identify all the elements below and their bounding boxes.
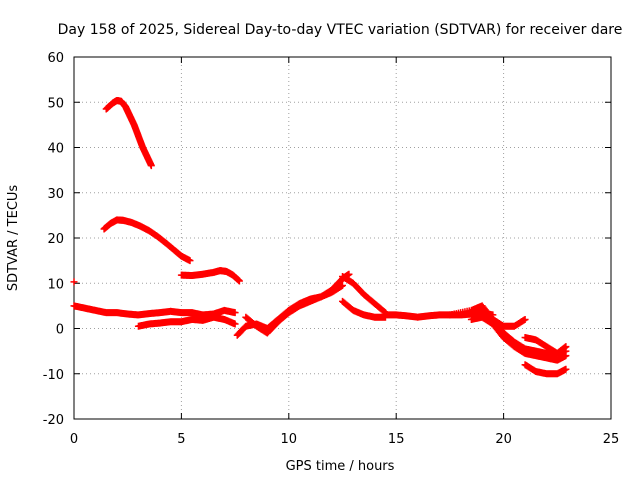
x-tick-label: 20 xyxy=(495,432,512,447)
data-point xyxy=(70,278,78,286)
chart-title: Day 158 of 2025, Sidereal Day-to-day VTE… xyxy=(58,22,623,38)
y-tick-label: 20 xyxy=(47,232,64,247)
series-arc-plateau xyxy=(177,267,243,285)
x-tick-label: 0 xyxy=(70,432,78,447)
y-tick-label: -20 xyxy=(43,413,64,428)
series-tail-e xyxy=(521,361,570,378)
data-point xyxy=(521,315,529,323)
data-point xyxy=(339,282,346,290)
series-hump-low xyxy=(242,282,346,337)
data-points xyxy=(70,96,570,378)
series-arc-high xyxy=(102,96,155,170)
series-band-early xyxy=(70,302,239,319)
series-arc-mid xyxy=(100,216,194,265)
x-tick-label: 5 xyxy=(177,432,185,447)
series-band-low xyxy=(134,313,239,330)
data-point xyxy=(147,162,155,170)
y-tick-label: 40 xyxy=(47,142,64,157)
data-point xyxy=(231,309,239,317)
series-tail-c xyxy=(467,313,570,364)
data-point xyxy=(345,270,353,278)
y-axis-label: SDTVAR / TECUs xyxy=(6,185,21,292)
x-tick-label: 15 xyxy=(388,432,405,447)
data-point xyxy=(235,277,243,285)
data-point xyxy=(186,257,194,265)
x-axis-label: GPS time / hours xyxy=(286,459,395,474)
x-tick-label: 10 xyxy=(281,432,298,447)
series-start-point xyxy=(70,278,78,286)
y-tick-label: 10 xyxy=(47,277,64,292)
data-point xyxy=(562,365,570,373)
series-tail-d xyxy=(521,334,570,357)
y-tick-label: -10 xyxy=(43,368,64,383)
plot-frame xyxy=(73,56,612,420)
data-point xyxy=(562,343,570,351)
series-decay-after-peak xyxy=(339,272,389,317)
y-tick-label: 30 xyxy=(47,187,64,202)
series-decay-lower xyxy=(339,297,389,321)
y-tick-label: 60 xyxy=(47,51,64,66)
data-point xyxy=(231,320,239,328)
x-tick-label: 25 xyxy=(603,432,620,447)
data-point xyxy=(562,352,570,360)
y-tick-labels: -20 -10 0 10 20 30 40 50 60 xyxy=(43,51,64,428)
x-tick-labels: 0 5 10 15 20 25 xyxy=(70,432,619,447)
y-tick-label: 0 xyxy=(56,323,64,338)
y-tick-label: 50 xyxy=(47,96,64,111)
